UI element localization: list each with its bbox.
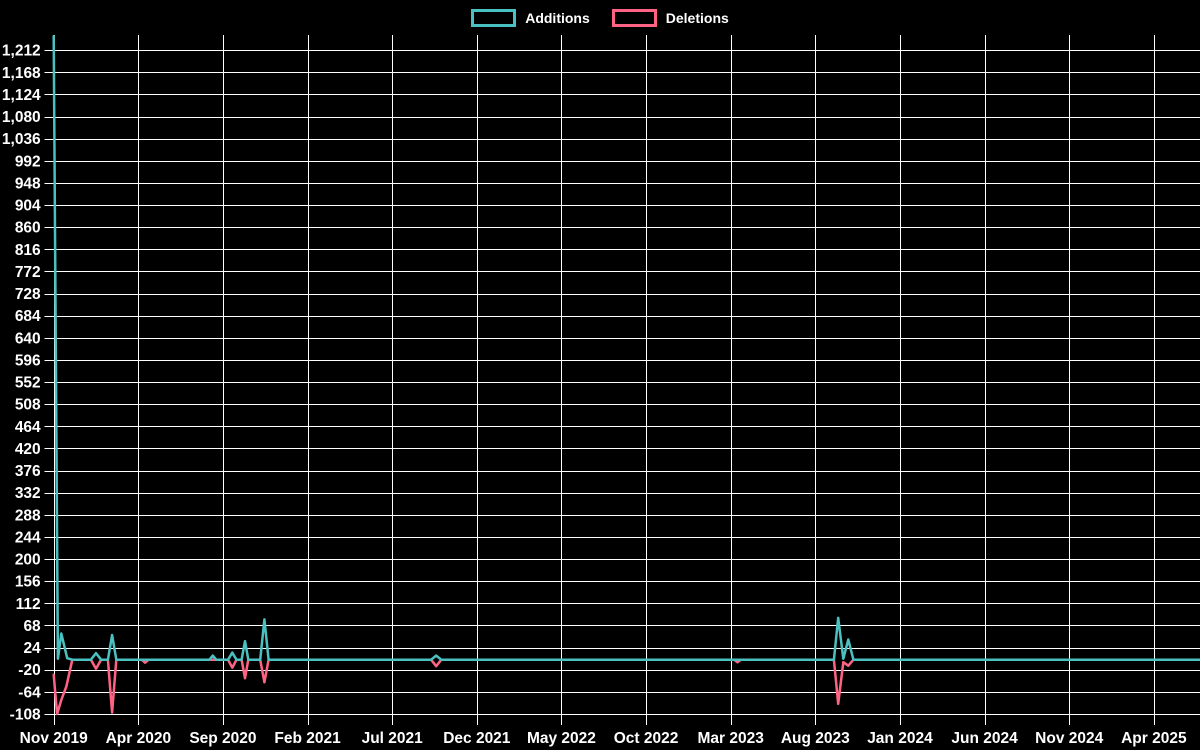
additions-line-series: [52, 34, 1200, 661]
legend-item-deletions[interactable]: Deletions: [611, 9, 729, 27]
y-tick-label: 948: [15, 175, 41, 192]
x-tick-label: Apr 2020: [106, 730, 171, 747]
axis-tick-marks: [44, 50, 54, 715]
y-tick-label: 288: [15, 507, 41, 524]
y-tick-label: 1,212: [2, 43, 41, 60]
y-tick-label: 552: [15, 375, 41, 392]
legend-item-additions[interactable]: Additions: [471, 9, 590, 27]
y-tick-label: -64: [18, 684, 41, 701]
x-tick-label: Dec 2021: [443, 730, 511, 747]
y-tick-label: 684: [15, 308, 41, 325]
deletions-swatch-icon: [611, 9, 657, 27]
y-tick-label: 332: [15, 485, 41, 502]
y-tick-label: 156: [15, 574, 41, 591]
y-tick-label: 1,080: [2, 109, 41, 126]
x-axis-labels: Nov 2019 Apr 2020 Sep 2020 Feb 2021 Jul 2021…: [20, 730, 1187, 747]
x-tick-label: Mar 2023: [698, 730, 765, 747]
y-tick-label: 1,124: [2, 87, 41, 104]
y-tick-label: -20: [18, 662, 40, 679]
y-tick-label: 24: [23, 640, 41, 657]
y-tick-label: 992: [15, 153, 41, 170]
y-tick-label: -108: [10, 706, 41, 723]
additions-swatch-icon: [471, 9, 517, 27]
x-tick-label: Apr 2025: [1121, 730, 1187, 747]
y-tick-label: 464: [15, 419, 41, 436]
legend-label-deletions: Deletions: [665, 10, 729, 26]
y-tick-label: 904: [15, 198, 41, 215]
y-axis-labels: 1,212 1,168 1,124 1,080 1,036 992 948 904 860 816…: [2, 43, 41, 724]
x-tick-label: Jul 2021: [362, 730, 424, 747]
chart-legend: Additions Deletions: [0, 6, 1200, 30]
y-tick-label: 816: [15, 242, 41, 259]
y-tick-label: 640: [15, 330, 41, 347]
x-tick-label: May 2022: [527, 730, 596, 747]
y-tick-label: 596: [15, 352, 41, 369]
x-tick-label: Nov 2019: [20, 730, 88, 747]
y-tick-label: 420: [15, 441, 41, 458]
y-tick-label: 244: [15, 529, 41, 546]
x-tick-label: Sep 2020: [189, 730, 256, 747]
y-tick-label: 200: [15, 552, 41, 569]
y-tick-label: 112: [16, 596, 41, 613]
x-tick-label: Aug 2023: [781, 730, 850, 747]
x-tick-label: Oct 2022: [614, 730, 679, 747]
y-tick-label: 376: [15, 463, 41, 480]
y-tick-label: 860: [15, 220, 41, 237]
y-tick-label: 772: [15, 264, 41, 281]
gridlines: [53, 35, 1200, 725]
x-tick-label: Jun 2024: [951, 730, 1018, 747]
y-tick-label: 68: [23, 618, 41, 635]
x-tick-label: Jan 2024: [867, 730, 933, 747]
deletions-line-series: [52, 658, 1200, 716]
legend-label-additions: Additions: [525, 10, 590, 26]
y-tick-label: 1,168: [2, 65, 41, 82]
x-tick-label: Feb 2021: [274, 730, 341, 747]
y-tick-label: 728: [15, 286, 41, 303]
y-tick-label: 1,036: [2, 131, 41, 148]
x-tick-label: Nov 2024: [1035, 730, 1103, 747]
y-tick-label: 508: [15, 397, 41, 414]
